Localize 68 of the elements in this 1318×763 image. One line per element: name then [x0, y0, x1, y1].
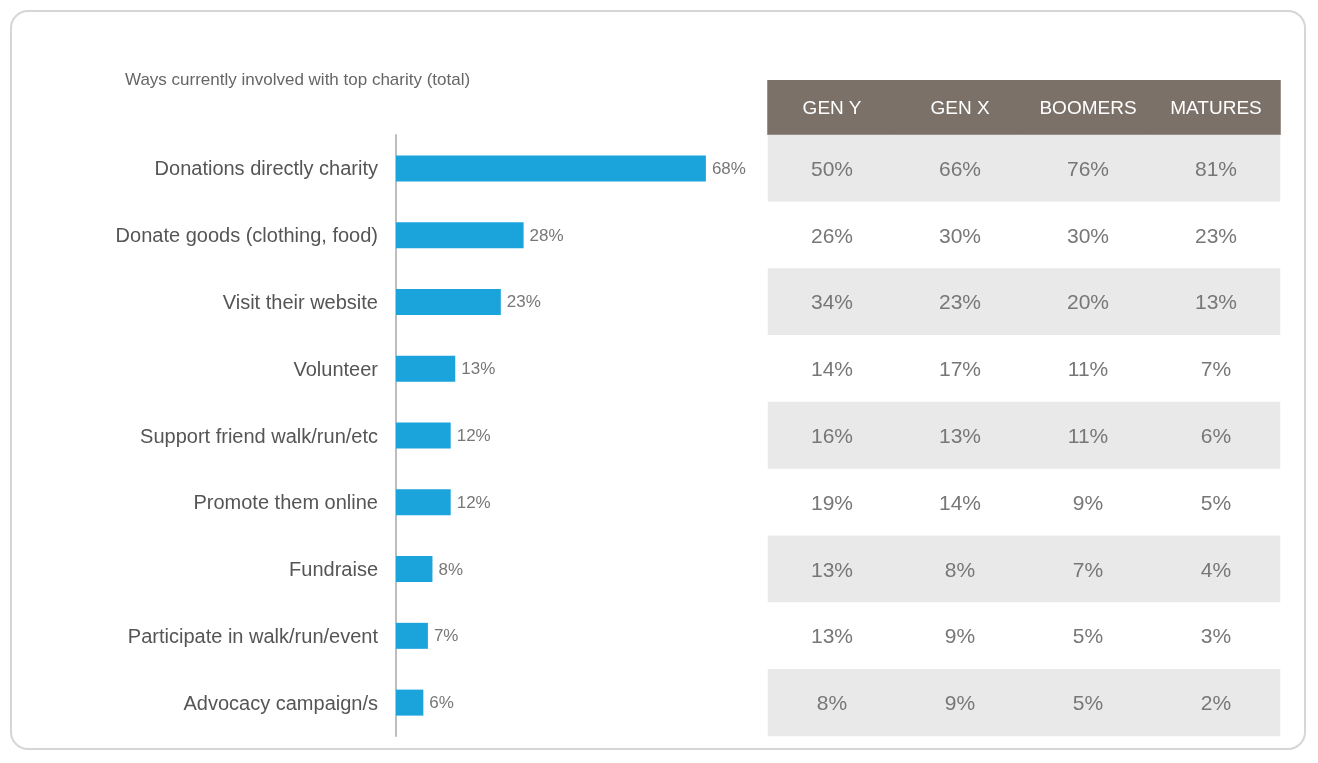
data-label: 26%	[810, 223, 854, 247]
data-label: 14%	[938, 490, 982, 514]
bar	[396, 622, 428, 649]
data-label: 7%	[433, 626, 459, 646]
data-label: 16%	[810, 424, 854, 447]
x-tick-label: BOOMERS	[1039, 97, 1137, 118]
data-label: 30%	[1066, 223, 1110, 247]
bar	[396, 689, 424, 716]
data-label: 5%	[1200, 490, 1232, 514]
data-label: 6%	[1200, 424, 1232, 447]
data-label: 17%	[938, 357, 982, 381]
bar	[396, 489, 451, 516]
data-label: 8%	[438, 559, 464, 579]
y-tick-label: Promote them online	[193, 491, 378, 514]
data-label: 5%	[1072, 624, 1104, 648]
data-label: 7%	[1200, 357, 1232, 381]
data-label: 6%	[429, 693, 454, 713]
bar	[396, 155, 706, 182]
y-tick-label: Visit their website	[222, 290, 378, 313]
y-tick-label: Advocacy campaign/s	[183, 691, 378, 714]
data-label: 14%	[810, 357, 854, 381]
data-label: 19%	[810, 490, 854, 514]
data-label: 9%	[1072, 490, 1104, 514]
y-tick-label: Donations directly charity	[154, 157, 378, 180]
data-label: 81%	[1194, 156, 1238, 180]
bar	[396, 288, 501, 315]
data-label: 4%	[1200, 557, 1232, 581]
data-label: 12%	[456, 492, 491, 512]
chart-title: Ways currently involved with top charity (total)	[125, 70, 471, 89]
bar	[396, 355, 456, 382]
x-tick-label: MATURES	[1170, 97, 1262, 118]
y-tick-label: Volunteer	[293, 357, 379, 380]
data-label: 13%	[810, 624, 854, 648]
y-tick-label: Support friend walk/run/etc	[140, 424, 378, 447]
bar	[396, 422, 451, 449]
data-label: 2%	[1200, 691, 1232, 715]
data-label: 13%	[938, 424, 982, 447]
x-tick-label: GEN X	[930, 97, 990, 118]
data-label: 7%	[1072, 557, 1104, 581]
bar	[396, 222, 524, 249]
data-label: 28%	[529, 225, 564, 245]
y-tick-label: Participate in walk/run/event	[127, 624, 379, 647]
data-label: 76%	[1066, 156, 1110, 180]
data-label: 3%	[1200, 624, 1232, 648]
data-label: 8%	[816, 691, 848, 715]
data-label: 8%	[944, 557, 976, 581]
data-label: 66%	[938, 156, 982, 180]
data-label: 23%	[938, 290, 982, 314]
data-label: 11%	[1067, 424, 1109, 447]
y-tick-label: Fundraise	[289, 558, 378, 581]
data-label: 9%	[944, 624, 976, 648]
y-tick-label: Donate goods (clothing, food)	[115, 224, 378, 247]
x-tick-label: GEN Y	[802, 97, 862, 118]
data-label: 50%	[810, 156, 854, 180]
data-label: 23%	[506, 292, 541, 312]
bar	[396, 556, 433, 583]
data-label: 68%	[711, 158, 746, 178]
data-label: 13%	[810, 557, 854, 581]
data-label: 30%	[938, 223, 982, 247]
data-label: 13%	[461, 359, 496, 379]
data-label: 5%	[1072, 691, 1104, 715]
data-label: 12%	[456, 426, 491, 445]
data-label: 20%	[1066, 290, 1110, 314]
data-label: 11%	[1067, 357, 1109, 381]
data-label: 34%	[810, 290, 854, 314]
data-label: 13%	[1194, 290, 1238, 314]
data-label: 9%	[944, 691, 976, 715]
data-label: 23%	[1194, 223, 1238, 247]
